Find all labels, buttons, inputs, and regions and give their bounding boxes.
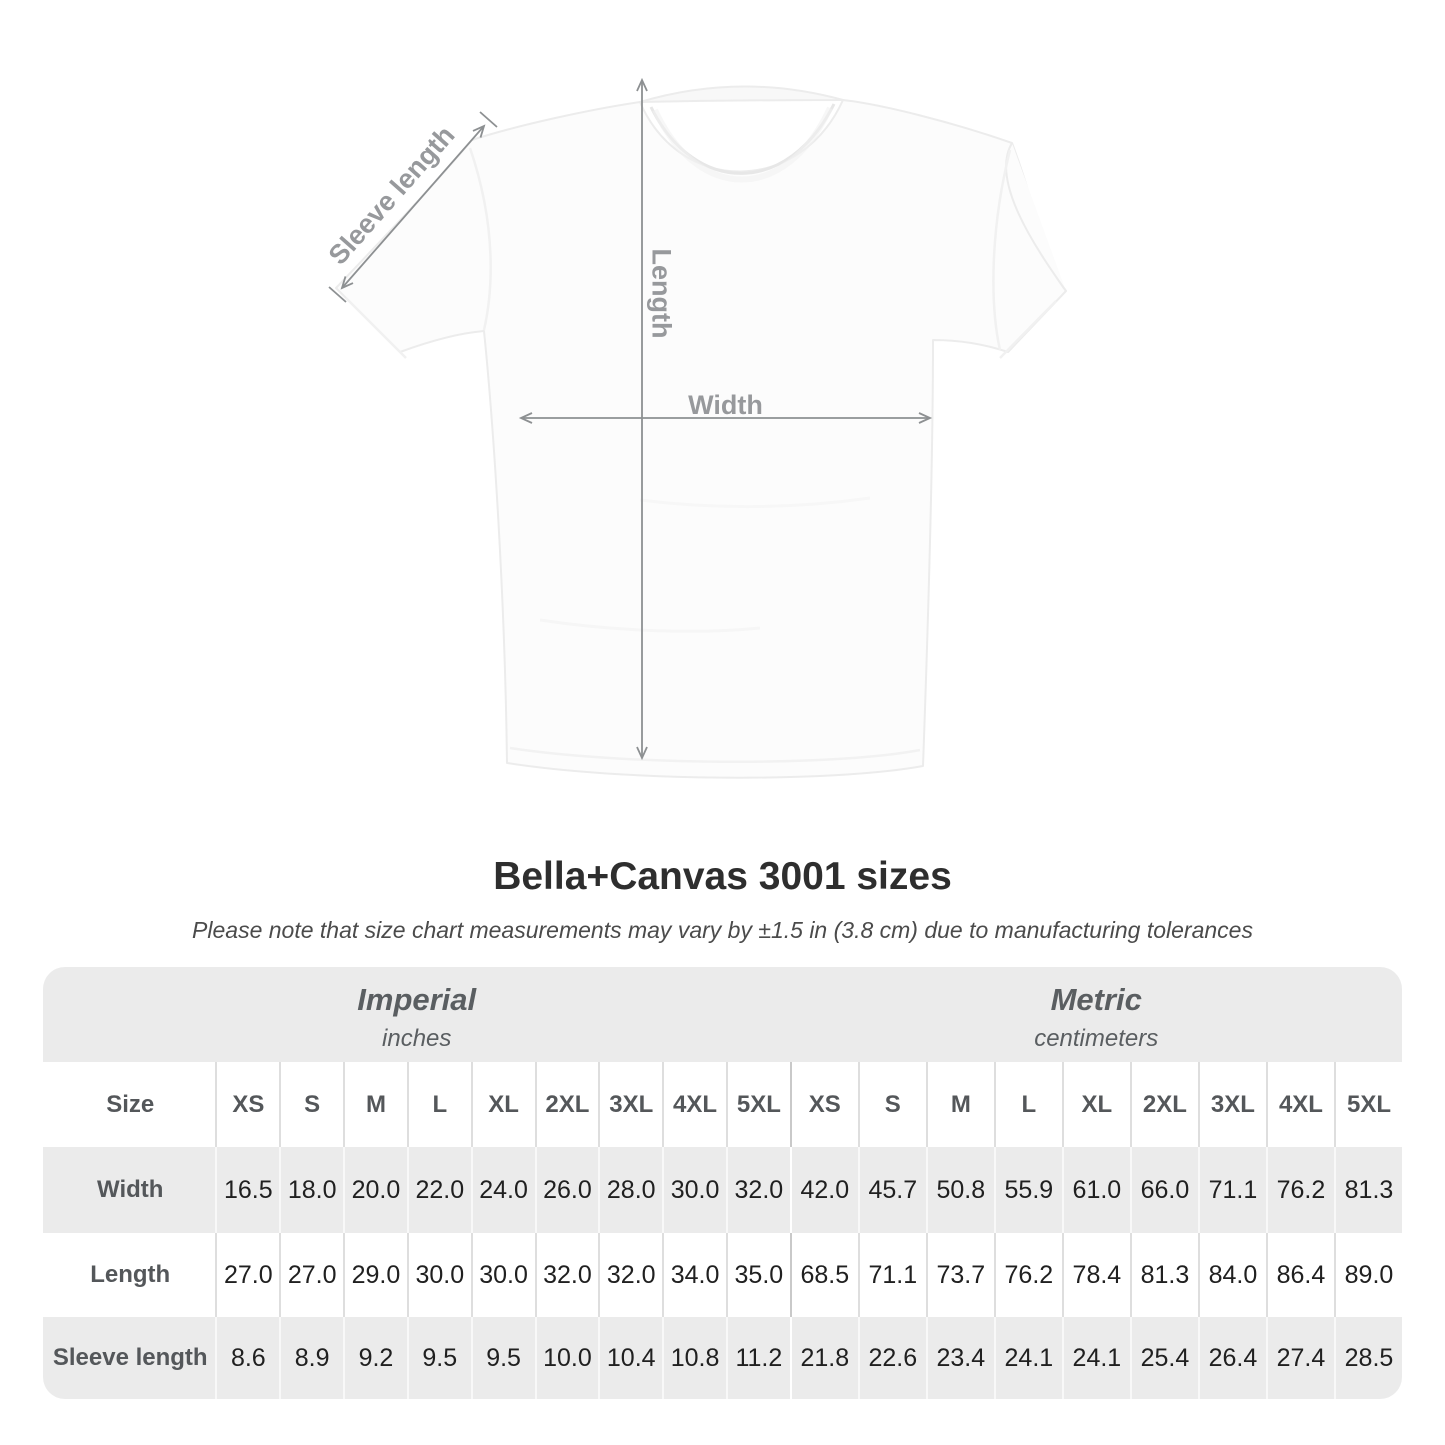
imperial-group-unit: inches <box>382 1025 452 1052</box>
value-cell: 9.5 <box>470 1317 535 1399</box>
table-row-width: Width 16.5 18.0 20.0 22.0 24.0 26.0 28.0… <box>43 1147 1402 1233</box>
size-header-cell: 5XL <box>1333 1062 1402 1147</box>
size-header-cell: XL <box>470 1062 535 1147</box>
imperial-group-name: Imperial <box>357 982 477 1017</box>
value-cell: 9.5 <box>406 1317 471 1399</box>
value-cell: 16.5 <box>215 1147 279 1233</box>
value-cell: 27.4 <box>1265 1317 1334 1399</box>
size-header-cell: XL <box>1061 1062 1130 1147</box>
value-cell: 78.4 <box>1061 1233 1130 1317</box>
value-cell: 26.0 <box>534 1147 599 1233</box>
metric-group-header: Metric centimeters <box>790 967 1402 1062</box>
imperial-group-header: Imperial inches <box>43 967 790 1062</box>
size-header-cell: 4XL <box>662 1062 726 1147</box>
value-cell: 24.1 <box>1061 1317 1130 1399</box>
size-column-header: Size <box>106 1090 155 1118</box>
value-cell: 20.0 <box>343 1147 407 1233</box>
shirt-measurement-diagram: Sleeve length Length Width <box>323 77 1067 779</box>
size-header-cell: XS <box>215 1062 279 1147</box>
value-cell: 86.4 <box>1265 1233 1334 1317</box>
size-header-cell: S <box>857 1062 926 1147</box>
metric-group-name: Metric <box>1050 982 1142 1017</box>
value-cell: 30.0 <box>406 1233 471 1317</box>
value-cell: 18.0 <box>279 1147 343 1233</box>
value-cell: 71.1 <box>1197 1147 1266 1233</box>
value-cell: 22.6 <box>857 1317 926 1399</box>
value-cell: 50.8 <box>925 1147 994 1233</box>
value-cell: 8.6 <box>215 1317 279 1399</box>
width-diagram-label: Width <box>688 390 763 420</box>
size-header-cell: L <box>993 1062 1062 1147</box>
value-cell: 21.8 <box>789 1317 858 1399</box>
table-row-length: Length 27.0 27.0 29.0 30.0 30.0 32.0 32.… <box>43 1233 1402 1317</box>
value-cell: 81.3 <box>1129 1233 1198 1317</box>
size-header-cell: L <box>406 1062 471 1147</box>
value-cell: 30.0 <box>470 1233 535 1317</box>
value-cell: 34.0 <box>662 1233 726 1317</box>
value-cell: 35.0 <box>725 1233 790 1317</box>
value-cell: 11.2 <box>725 1317 790 1399</box>
size-header-cell: XS <box>789 1062 858 1147</box>
value-cell: 24.1 <box>993 1317 1062 1399</box>
size-header-cell: M <box>925 1062 994 1147</box>
value-cell: 32.0 <box>534 1233 599 1317</box>
value-cell: 27.0 <box>215 1233 279 1317</box>
tshirt-illustration <box>328 77 1067 779</box>
value-cell: 61.0 <box>1061 1147 1130 1233</box>
sleeve-length-arrow <box>328 111 498 303</box>
value-cell: 10.0 <box>534 1317 599 1399</box>
size-header-cell: 2XL <box>534 1062 599 1147</box>
length-diagram-label: Length <box>646 248 677 339</box>
value-cell: 10.8 <box>662 1317 726 1399</box>
value-cell: 28.0 <box>598 1147 662 1233</box>
size-header-cell: 5XL <box>725 1062 790 1147</box>
value-cell: 81.3 <box>1333 1147 1402 1233</box>
size-header-cell: 4XL <box>1265 1062 1334 1147</box>
value-cell: 8.9 <box>279 1317 343 1399</box>
value-cell: 9.2 <box>343 1317 407 1399</box>
value-cell: 32.0 <box>598 1233 662 1317</box>
metric-group-unit: centimeters <box>1034 1025 1159 1052</box>
value-cell: 76.2 <box>993 1233 1062 1317</box>
value-cell: 76.2 <box>1265 1147 1334 1233</box>
value-cell: 22.0 <box>406 1147 471 1233</box>
size-header-cell: 3XL <box>598 1062 662 1147</box>
tolerance-note: Please note that size chart measurements… <box>192 917 1253 943</box>
value-cell: 73.7 <box>925 1233 994 1317</box>
value-cell: 28.5 <box>1333 1317 1402 1399</box>
value-cell: 23.4 <box>925 1317 994 1399</box>
value-cell: 55.9 <box>993 1147 1062 1233</box>
row-label: Width <box>97 1176 164 1203</box>
value-cell: 66.0 <box>1129 1147 1198 1233</box>
value-cell: 68.5 <box>789 1233 858 1317</box>
size-header-cell: 2XL <box>1129 1062 1198 1147</box>
tshirt-shape <box>335 85 1067 779</box>
value-cell: 29.0 <box>343 1233 407 1317</box>
value-cell: 25.4 <box>1129 1317 1198 1399</box>
value-cell: 89.0 <box>1333 1233 1402 1317</box>
row-label: Length <box>90 1261 171 1288</box>
unit-group-header-row: Imperial inches Metric centimeters <box>43 967 1402 1062</box>
value-cell: 45.7 <box>857 1147 926 1233</box>
size-header-cell: 3XL <box>1197 1062 1266 1147</box>
row-label: Sleeve length <box>52 1344 208 1371</box>
value-cell: 84.0 <box>1197 1233 1266 1317</box>
size-header-cell: M <box>343 1062 407 1147</box>
page-title: Bella+Canvas 3001 sizes <box>493 855 952 898</box>
size-header-cell: S <box>279 1062 343 1147</box>
size-table: Imperial inches Metric centimeters Size … <box>43 967 1402 1399</box>
value-cell: 10.4 <box>598 1317 662 1399</box>
size-header-row: Size XS S M L XL 2XL 3XL 4XL 5XL XS S M … <box>43 1062 1402 1147</box>
value-cell: 30.0 <box>662 1147 726 1233</box>
value-cell: 27.0 <box>279 1233 343 1317</box>
value-cell: 24.0 <box>470 1147 535 1233</box>
value-cell: 42.0 <box>789 1147 858 1233</box>
value-cell: 32.0 <box>725 1147 790 1233</box>
value-cell: 71.1 <box>857 1233 926 1317</box>
value-cell: 26.4 <box>1197 1317 1266 1399</box>
table-row-sleeve-length: Sleeve length 8.6 8.9 9.2 9.5 9.5 10.0 1… <box>43 1317 1402 1399</box>
